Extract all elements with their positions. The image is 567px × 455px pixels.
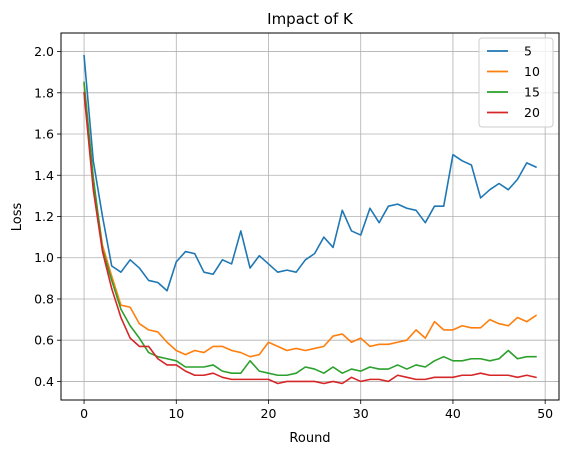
x-tick-label: 40 xyxy=(445,406,461,421)
series-line-15 xyxy=(83,81,537,377)
series-lines xyxy=(83,54,538,385)
y-tick-label: 1.4 xyxy=(34,168,54,183)
legend-label-10: 10 xyxy=(524,64,540,79)
y-tick-label: 0.8 xyxy=(34,291,54,306)
legend: 5 10 15 20 xyxy=(478,37,554,128)
y-axis-label: Loss xyxy=(10,203,25,232)
y-tick-label: 1.8 xyxy=(34,85,54,100)
y-tick-label: 2.0 xyxy=(34,44,54,59)
y-tick-label: 1.0 xyxy=(34,250,54,265)
legend-box xyxy=(478,37,554,128)
legend-label-5: 5 xyxy=(524,44,532,59)
y-tick-label: 0.4 xyxy=(34,374,54,389)
series-line-5 xyxy=(83,54,537,292)
series-line-10 xyxy=(83,83,538,358)
x-tick-label: 20 xyxy=(261,406,277,421)
y-tick-label: 1.6 xyxy=(34,127,54,142)
x-axis-label: Round xyxy=(289,431,330,446)
x-tick-label: 50 xyxy=(537,406,553,421)
x-tick-label: 10 xyxy=(168,406,184,421)
y-tick-label: 0.6 xyxy=(34,333,54,348)
legend-label-15: 15 xyxy=(524,85,540,100)
legend-label-20: 20 xyxy=(524,105,540,120)
x-tick-label: 30 xyxy=(353,406,369,421)
axis-ticks: 0 10 20 30 40 50 0.4 0.6 0.8 1.0 1.2 1.4 1.6 1.8 2.0 xyxy=(34,44,553,421)
x-tick-label: 0 xyxy=(80,406,88,421)
series-line-20 xyxy=(83,91,537,385)
chart-title: Impact of K xyxy=(267,10,354,28)
y-tick-label: 1.2 xyxy=(34,209,54,224)
